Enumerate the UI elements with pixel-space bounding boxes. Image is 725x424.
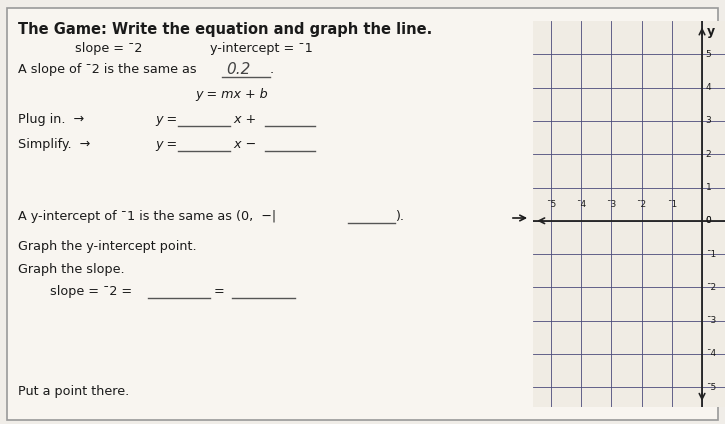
Text: ¯4: ¯4 — [705, 349, 716, 358]
Text: ¯1: ¯1 — [705, 250, 716, 259]
Text: Plug in.  →: Plug in. → — [18, 113, 84, 126]
Text: 5: 5 — [705, 50, 711, 59]
Text: y: y — [707, 25, 715, 38]
Text: y =: y = — [155, 138, 181, 151]
Text: .: . — [270, 63, 274, 76]
Text: x +: x + — [230, 113, 260, 126]
Text: ).: ). — [395, 210, 404, 223]
Text: 0: 0 — [705, 216, 711, 225]
Text: ¯3: ¯3 — [705, 316, 716, 325]
Text: slope = ¯2 =: slope = ¯2 = — [50, 285, 136, 298]
Text: y = mx + b: y = mx + b — [195, 88, 268, 101]
Text: y =: y = — [155, 113, 181, 126]
Text: 0: 0 — [705, 216, 711, 225]
FancyBboxPatch shape — [7, 8, 718, 420]
Text: ¯2: ¯2 — [637, 200, 647, 209]
Text: 1: 1 — [705, 183, 711, 192]
Text: y-intercept = ¯1: y-intercept = ¯1 — [210, 42, 312, 55]
Text: ¯1: ¯1 — [667, 200, 677, 209]
Text: Put a point there.: Put a point there. — [18, 385, 129, 398]
Text: Graph the slope.: Graph the slope. — [18, 263, 125, 276]
Text: 4: 4 — [705, 83, 711, 92]
Text: ¯4: ¯4 — [576, 200, 587, 209]
Text: A slope of ¯2 is the same as: A slope of ¯2 is the same as — [18, 63, 201, 76]
Text: Simplify.  →: Simplify. → — [18, 138, 90, 151]
Text: 2: 2 — [705, 150, 711, 159]
Text: 0.2: 0.2 — [226, 62, 250, 77]
Text: A y-intercept of ¯1 is the same as (0,  −|: A y-intercept of ¯1 is the same as (0, −… — [18, 210, 276, 223]
Text: ¯2: ¯2 — [705, 283, 716, 292]
Text: slope = ¯2: slope = ¯2 — [75, 42, 142, 55]
Text: Graph the y-intercept point.: Graph the y-intercept point. — [18, 240, 196, 253]
Text: The Game: Write the equation and graph the line.: The Game: Write the equation and graph t… — [18, 22, 432, 37]
Text: ¯5: ¯5 — [546, 200, 556, 209]
Text: x −: x − — [230, 138, 260, 151]
Text: 3: 3 — [705, 117, 711, 126]
Text: ¯3: ¯3 — [606, 200, 616, 209]
Text: =: = — [210, 285, 229, 298]
Text: ¯5: ¯5 — [705, 382, 716, 392]
